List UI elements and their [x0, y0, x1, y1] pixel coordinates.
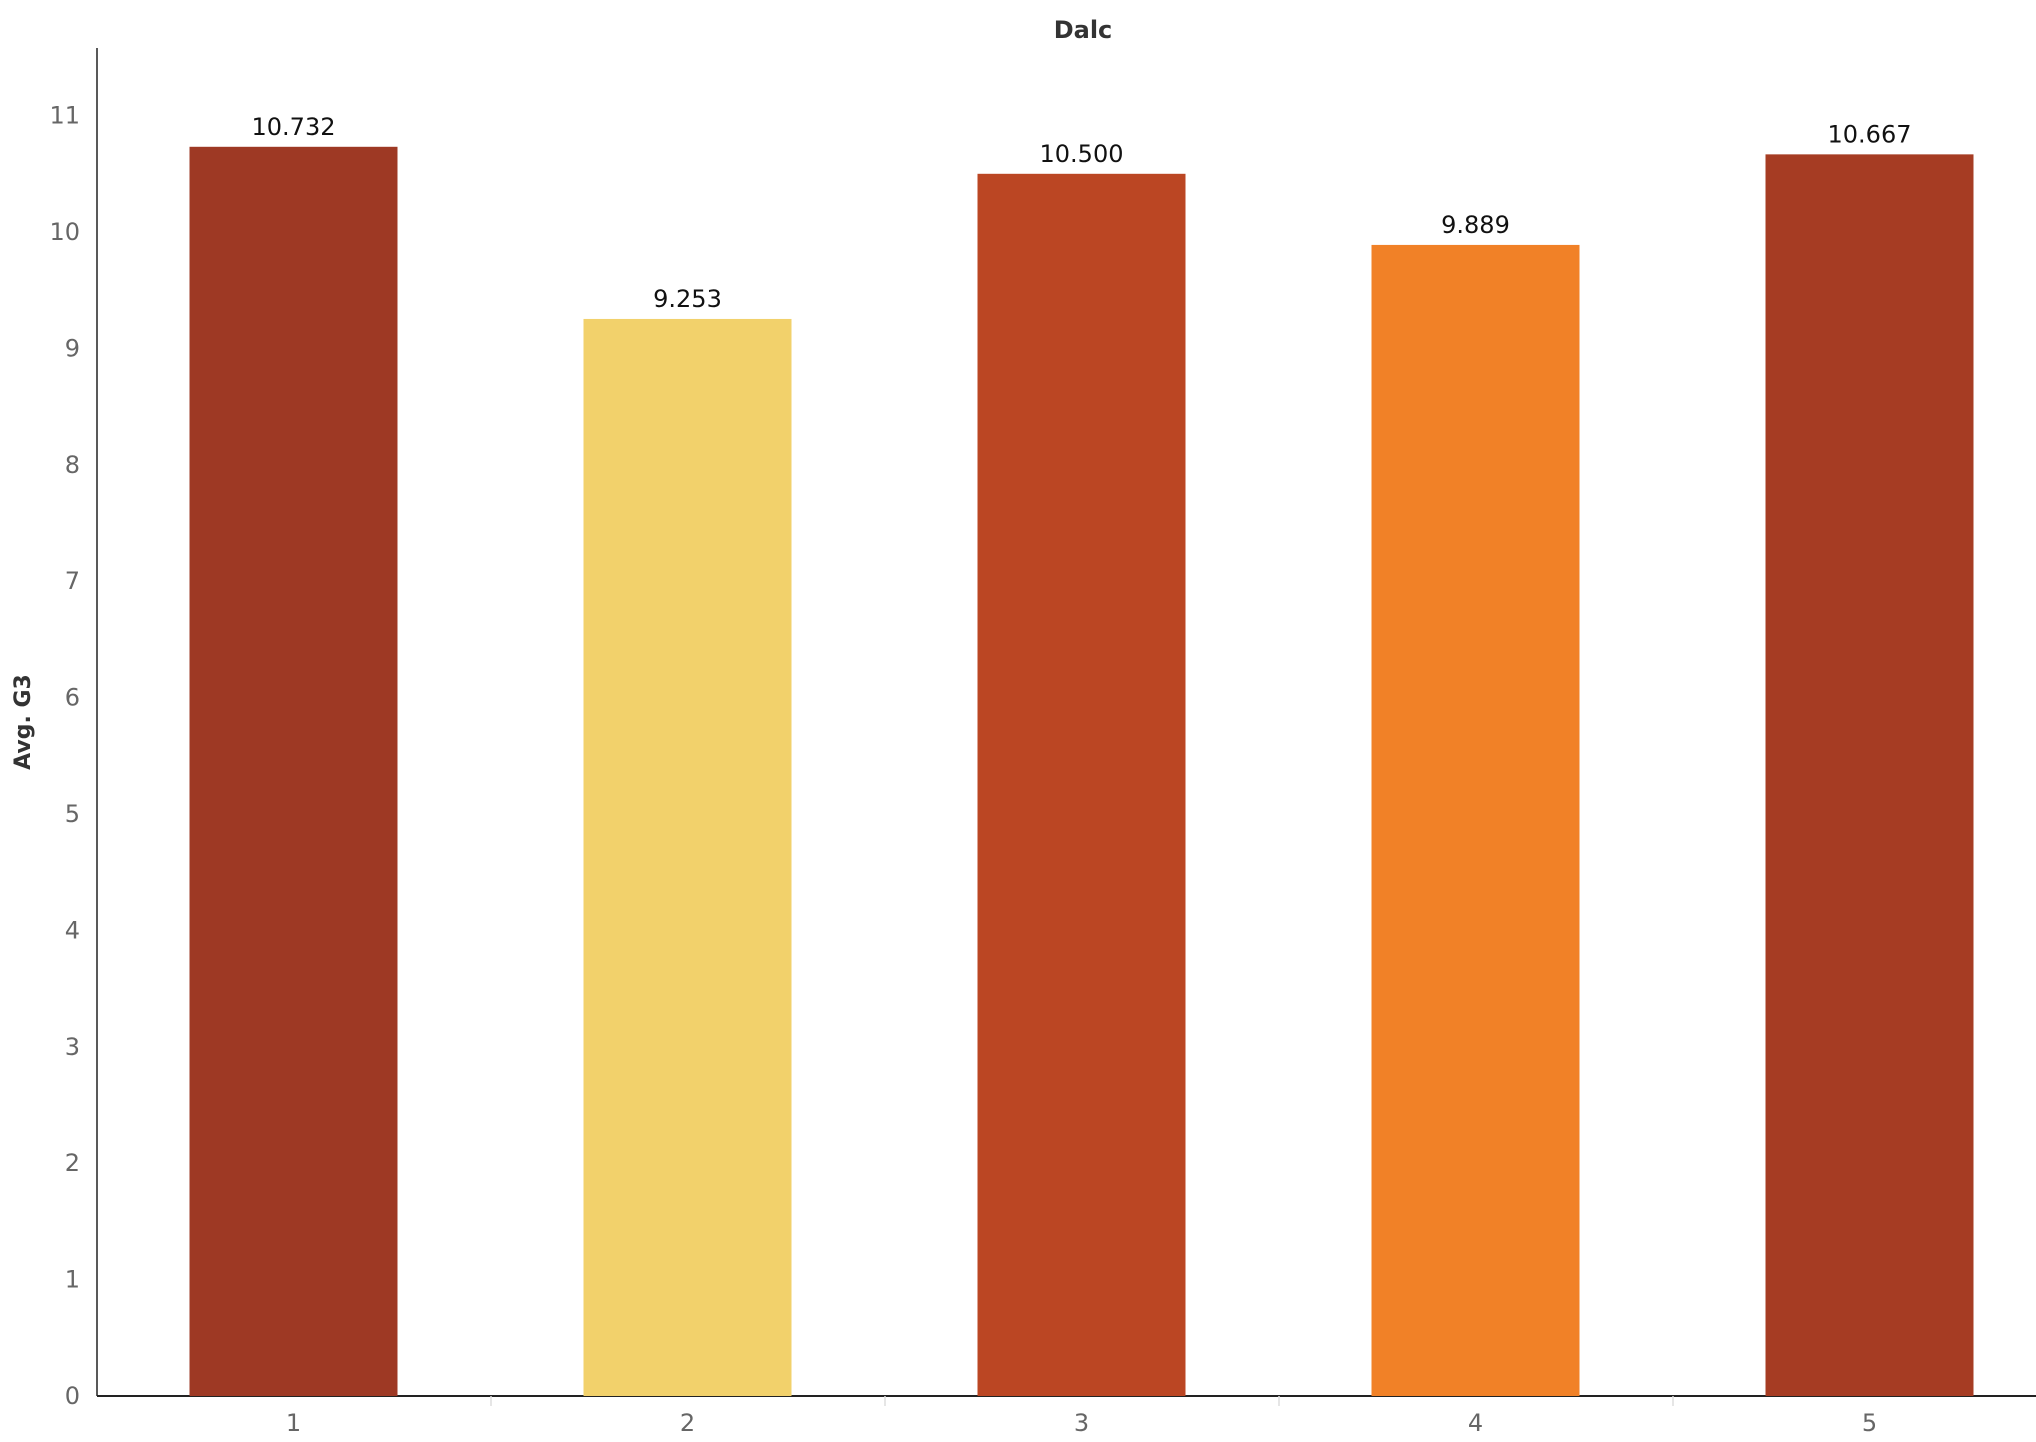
y-tick-label: 0: [65, 1382, 80, 1410]
chart-title: Dalc: [1054, 16, 1113, 44]
x-tick-label-2: 2: [680, 1409, 695, 1437]
data-label-1: 10.732: [252, 113, 336, 141]
x-axis-ticks: 1 2 3 4 5: [286, 1409, 1877, 1437]
y-tick-label: 1: [65, 1266, 80, 1294]
x-tick-label-4: 4: [1468, 1409, 1483, 1437]
x-tick-label-1: 1: [286, 1409, 301, 1437]
y-tick-label: 2: [65, 1149, 80, 1177]
x-axis-dividers: [490, 1396, 1674, 1406]
bar-3[interactable]: [977, 173, 1186, 1396]
y-axis-ticks: 0 1 2 3 4 5 6 7 8 9 10 11: [49, 102, 80, 1410]
y-tick-label: 7: [65, 567, 80, 595]
bar-1[interactable]: [189, 146, 398, 1397]
bar-2[interactable]: [583, 318, 792, 1396]
bar-4[interactable]: [1371, 244, 1580, 1396]
data-labels-group: 10.732 9.253 10.500 9.889 10.667: [252, 113, 1912, 313]
data-label-5: 10.667: [1828, 120, 1912, 148]
data-label-3: 10.500: [1040, 140, 1124, 168]
y-axis-label: Avg. G3: [11, 674, 36, 770]
data-label-2: 9.253: [653, 285, 722, 313]
y-tick-label: 3: [65, 1033, 80, 1061]
bars-group: [189, 146, 1974, 1397]
x-tick-label-3: 3: [1074, 1409, 1089, 1437]
y-tick-label: 9: [65, 334, 80, 362]
y-tick-label: 8: [65, 451, 80, 479]
y-tick-label: 4: [65, 916, 80, 944]
y-tick-label: 5: [65, 800, 80, 828]
data-label-4: 9.889: [1441, 211, 1510, 239]
y-tick-label: 6: [65, 684, 80, 712]
x-tick-label-5: 5: [1862, 1409, 1877, 1437]
y-tick-label: 10: [49, 218, 80, 246]
bar-5[interactable]: [1765, 154, 1974, 1396]
y-tick-label: 11: [49, 102, 80, 130]
